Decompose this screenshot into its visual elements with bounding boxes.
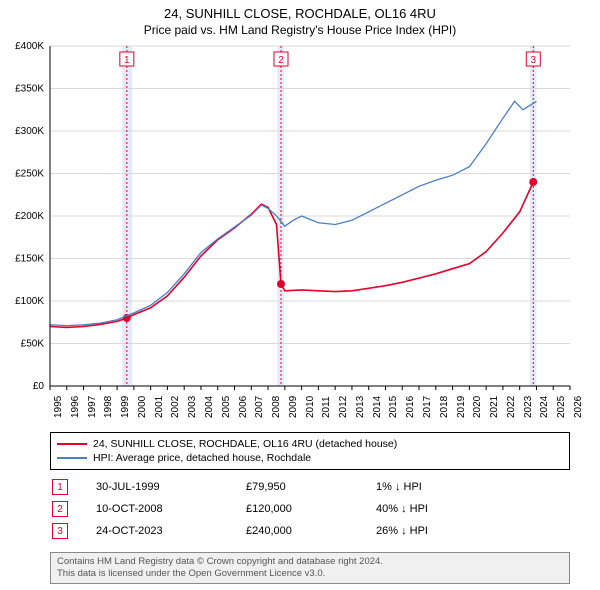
x-tick-label: 2023: [523, 396, 534, 418]
sale-date: 30-JUL-1999: [96, 481, 246, 493]
svg-text:£200K: £200K: [15, 211, 44, 222]
sale-vs-hpi: 1% ↓ HPI: [376, 481, 570, 493]
x-tick-label: 2016: [405, 396, 416, 418]
legend-item: 24, SUNHILL CLOSE, ROCHDALE, OL16 4RU (d…: [57, 437, 563, 451]
svg-text:£250K: £250K: [15, 169, 44, 180]
sale-marker-row: 3 24-OCT-2023£240,00026% ↓ HPI: [50, 520, 570, 542]
chart-subtitle: Price paid vs. HM Land Registry's House …: [0, 21, 600, 37]
sale-price: £79,950: [246, 481, 376, 493]
x-tick-label: 2015: [388, 396, 399, 418]
x-tick-label: 2005: [221, 396, 232, 418]
sale-price: £240,000: [246, 525, 376, 537]
sale-marker-row: 2 10-OCT-2008£120,00040% ↓ HPI: [50, 498, 570, 520]
x-tick-label: 2003: [187, 396, 198, 418]
svg-text:1: 1: [124, 55, 130, 66]
x-tick-label: 2013: [355, 396, 366, 418]
price-chart: £0£50K£100K£150K£200K£250K£300K£350K£400…: [50, 46, 570, 386]
x-tick-label: 1997: [87, 396, 98, 418]
sale-vs-hpi: 40% ↓ HPI: [376, 503, 570, 515]
x-tick-label: 2011: [321, 396, 332, 418]
x-tick-label: 2009: [288, 396, 299, 418]
sale-marker-row: 1 30-JUL-1999£79,9501% ↓ HPI: [50, 476, 570, 498]
x-tick-label: 2007: [254, 396, 265, 418]
legend-swatch: [57, 443, 87, 445]
svg-text:£400K: £400K: [15, 41, 44, 52]
x-tick-label: 2010: [305, 396, 316, 418]
x-tick-label: 2021: [489, 396, 500, 418]
sale-marker-index: 1: [52, 479, 68, 495]
svg-text:2: 2: [278, 55, 284, 66]
legend-swatch: [57, 457, 87, 459]
sale-vs-hpi: 26% ↓ HPI: [376, 525, 570, 537]
x-tick-label: 2025: [556, 396, 567, 418]
sale-date: 24-OCT-2023: [96, 525, 246, 537]
svg-text:£100K: £100K: [15, 296, 44, 307]
footer-line-1: Contains HM Land Registry data © Crown c…: [57, 556, 563, 568]
x-tick-label: 2000: [137, 396, 148, 418]
chart-title: 24, SUNHILL CLOSE, ROCHDALE, OL16 4RU: [0, 0, 600, 21]
x-tick-label: 1996: [70, 396, 81, 418]
x-tick-label: 2001: [154, 396, 165, 418]
x-tick-label: 2002: [170, 396, 181, 418]
x-tick-label: 2022: [506, 396, 517, 418]
sale-date: 10-OCT-2008: [96, 503, 246, 515]
svg-text:£350K: £350K: [15, 84, 44, 95]
x-tick-label: 2026: [573, 396, 584, 418]
x-tick-label: 1998: [103, 396, 114, 418]
x-tick-label: 2024: [539, 396, 550, 418]
svg-text:£300K: £300K: [15, 126, 44, 137]
sale-marker-index: 2: [52, 501, 68, 517]
x-tick-label: 2008: [271, 396, 282, 418]
x-tick-label: 2004: [204, 396, 215, 418]
x-tick-label: 2012: [338, 396, 349, 418]
svg-text:£150K: £150K: [15, 254, 44, 265]
chart-legend: 24, SUNHILL CLOSE, ROCHDALE, OL16 4RU (d…: [50, 432, 570, 470]
x-tick-label: 2014: [372, 396, 383, 418]
svg-text:£50K: £50K: [21, 339, 45, 350]
svg-text:3: 3: [530, 55, 536, 66]
x-tick-label: 2018: [439, 396, 450, 418]
legend-item: HPI: Average price, detached house, Roch…: [57, 451, 563, 465]
attribution-footer: Contains HM Land Registry data © Crown c…: [50, 552, 570, 584]
x-tick-label: 2006: [238, 396, 249, 418]
legend-label: HPI: Average price, detached house, Roch…: [93, 452, 311, 464]
x-tick-label: 2017: [422, 396, 433, 418]
legend-label: 24, SUNHILL CLOSE, ROCHDALE, OL16 4RU (d…: [93, 438, 397, 450]
sale-price: £120,000: [246, 503, 376, 515]
sale-marker-table: 1 30-JUL-1999£79,9501% ↓ HPI 2 10-OCT-2008£…: [50, 476, 570, 542]
x-tick-label: 1995: [53, 396, 64, 418]
x-tick-label: 2020: [472, 396, 483, 418]
sale-marker-index: 3: [52, 523, 68, 539]
x-tick-label: 1999: [120, 396, 131, 418]
x-axis-labels: 1995 1996 1997 1998 1999 2000 2001 2002 2003 2004…: [50, 386, 570, 426]
x-tick-label: 2019: [456, 396, 467, 418]
footer-line-2: This data is licensed under the Open Gov…: [57, 568, 563, 580]
svg-text:£0: £0: [33, 381, 45, 392]
